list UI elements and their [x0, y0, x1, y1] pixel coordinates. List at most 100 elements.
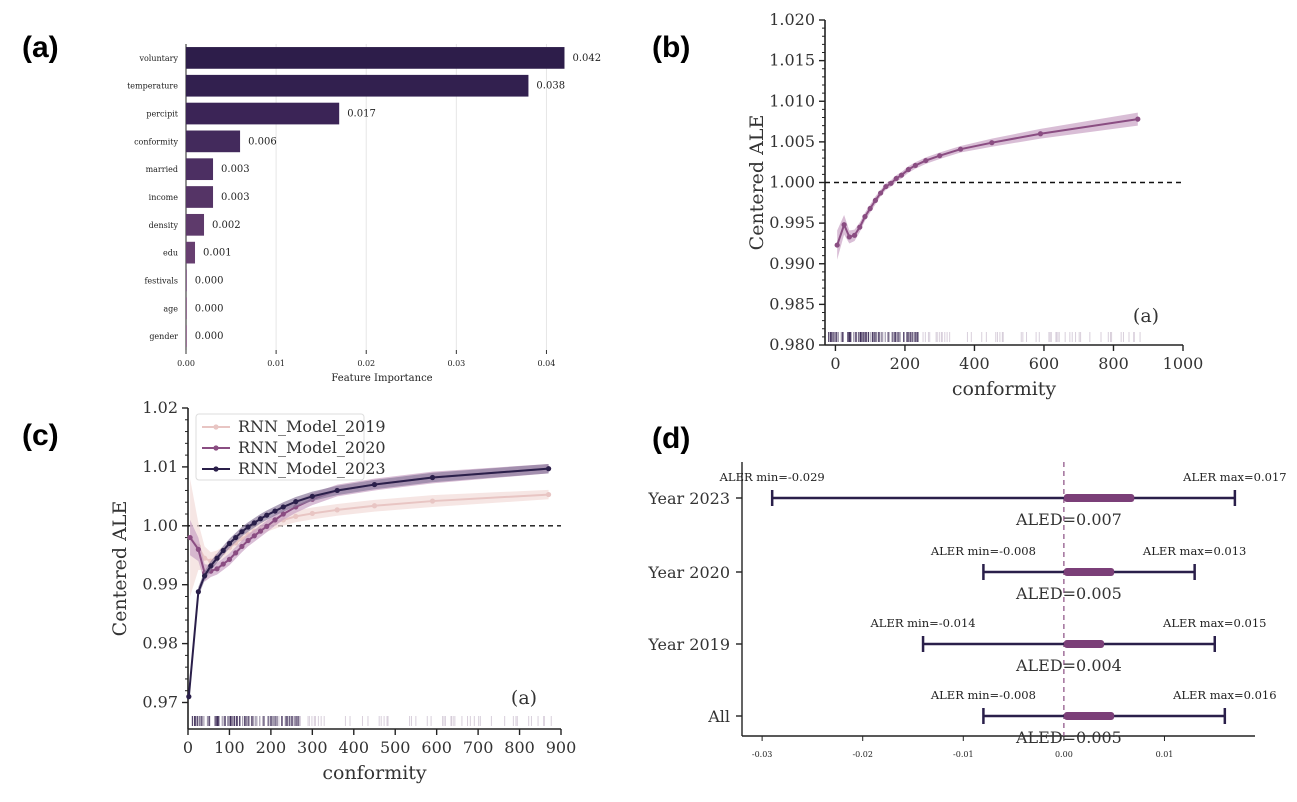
chart-c-data-point — [309, 493, 315, 499]
chart-c-ale-models: 0.97 0.98 0.99 1.00 1.01 1.02 0 100 200 300 400 500… — [109, 398, 576, 784]
a-xtick-label: 0.02 — [357, 359, 375, 368]
c-legend-label: RNN_Model_2019 — [238, 417, 386, 436]
chart-b-ytick-label: 1.010 — [769, 91, 815, 110]
chart-b-data-point — [862, 214, 868, 220]
a-bar — [186, 297, 187, 320]
a-xtick-label: 0.01 — [267, 359, 285, 368]
d-max-label: ALER max=0.016 — [1172, 688, 1276, 702]
c-legend-marker — [213, 424, 219, 430]
a-category-label: gender — [149, 332, 178, 341]
a-bar — [186, 241, 196, 264]
chart-c-data-point — [195, 546, 201, 552]
chart-b-ytick-label: 0.980 — [769, 335, 815, 354]
chart-b-data-point — [937, 153, 943, 159]
c-legend-label: RNN_Model_2023 — [238, 459, 386, 478]
chart-b-data-point — [1037, 131, 1044, 137]
d-aled-label: ALED=0.007 — [1015, 510, 1122, 529]
chart-c-data-point — [239, 543, 245, 550]
chart-c-ytick-label: 0.98 — [142, 634, 178, 653]
d-category-label: Year 2019 — [647, 635, 730, 654]
a-value-label: 0.003 — [221, 164, 250, 175]
chart-b-data-point — [883, 183, 889, 190]
d-max-label: ALER max=0.013 — [1142, 544, 1246, 558]
chart-c-ytick-label: 1.02 — [142, 398, 178, 417]
chart-b-ytick-label: 1.015 — [769, 51, 815, 70]
chart-c-data-point — [187, 534, 193, 541]
chart-c-data-point — [545, 466, 552, 472]
chart-b-xlabel: conformity — [952, 378, 1057, 400]
d-min-label: ALER min=-0.008 — [930, 544, 1036, 558]
chart-c-data-point — [429, 474, 436, 481]
a-bar — [186, 102, 340, 125]
chart-c-data-point — [334, 487, 340, 494]
chart-c-xtick-label: 0 — [183, 738, 193, 757]
d-min-label: ALER min=-0.008 — [930, 688, 1036, 702]
chart-c-series-band — [190, 478, 549, 597]
c-legend-label: RNN_Model_2020 — [238, 438, 386, 457]
chart-c-data-point — [195, 589, 201, 595]
chart-b-ylabel: Centered ALE — [746, 115, 768, 251]
a-value-label: 0.006 — [248, 136, 277, 147]
a-bar — [186, 130, 241, 153]
chart-c-data-point — [226, 540, 233, 547]
d-category-label: Year 2020 — [647, 563, 730, 582]
a-value-label: 0.001 — [203, 248, 232, 259]
d-aled-label: ALED=0.005 — [1015, 584, 1122, 603]
a-bar — [186, 47, 565, 69]
chart-c-data-point — [334, 507, 340, 513]
d-aled-bar — [1063, 640, 1105, 648]
chart-b-data-point — [841, 222, 847, 228]
chart-b-data-point — [898, 172, 905, 178]
d-aled-label: ALED=0.005 — [1015, 728, 1122, 747]
chart-c-data-point — [208, 563, 214, 569]
panel-label-a: (a) — [22, 31, 59, 64]
chart-c-data-point — [309, 510, 315, 517]
d-max-label: ALER max=0.015 — [1162, 616, 1266, 630]
chart-b-ale-conformity: 0.980 0.985 0.990 0.995 1.000 1.005 1.010 1.015… — [746, 10, 1203, 400]
d-xtick-label: -0.03 — [752, 750, 773, 759]
d-max-label: ALER max=0.017 — [1182, 470, 1286, 484]
a-value-label: 0.000 — [195, 331, 224, 342]
chart-c-ylabel: Centered ALE — [109, 501, 131, 637]
chart-c-data-point — [214, 566, 220, 572]
a-xtick-label: 0.00 — [177, 359, 195, 368]
chart-b-xtick-label: 800 — [1098, 354, 1129, 373]
d-min-label: ALER min=-0.014 — [870, 616, 976, 630]
a-value-label: 0.000 — [195, 275, 224, 286]
chart-b-data-point — [905, 166, 912, 173]
c-legend-box — [195, 413, 365, 481]
chart-b-xtick-label: 1000 — [1163, 354, 1204, 373]
chart-c-ytick-label: 1.01 — [142, 457, 178, 476]
chart-c-xtick-label: 900 — [546, 738, 577, 757]
chart-b-data-point — [872, 197, 878, 203]
chart-b-data-point — [846, 234, 852, 240]
a-value-label: 0.042 — [572, 53, 601, 64]
a-value-label: 0.038 — [536, 81, 565, 92]
chart-b-data-point — [857, 224, 863, 230]
a-category-label: temperature — [127, 82, 178, 91]
chart-b-data-point — [851, 232, 858, 238]
chart-c-data-point — [245, 524, 251, 530]
chart-b-xtick-label: 200 — [890, 354, 921, 373]
a-xtick-label: 0.03 — [447, 359, 465, 368]
chart-c-xtick-label: 400 — [339, 738, 370, 757]
d-aled-bar — [1063, 712, 1115, 720]
chart-c-data-point — [220, 547, 226, 554]
chart-c-data-point — [293, 499, 299, 505]
chart-b-data-point — [957, 146, 964, 152]
chart-c-data-point — [429, 498, 436, 504]
a-category-label: voluntary — [138, 54, 178, 63]
chart-b-xtick-label: 400 — [959, 354, 990, 373]
chart-b-ytick-label: 0.990 — [769, 254, 815, 273]
chart-c-data-point — [371, 481, 378, 488]
chart-c-data-point — [251, 533, 257, 539]
chart-b-ytick-label: 1.005 — [769, 132, 815, 151]
panel-label-d: (d) — [652, 422, 690, 455]
chart-c-xtick-label: 700 — [463, 738, 494, 757]
c-legend-marker — [213, 445, 219, 451]
c-legend-marker — [213, 466, 219, 472]
chart-c-xtick-label: 300 — [297, 738, 328, 757]
chart-c-data-point — [280, 511, 286, 517]
chart-b-annotation: (a) — [1133, 305, 1159, 327]
chart-b-series-band — [837, 112, 1138, 260]
